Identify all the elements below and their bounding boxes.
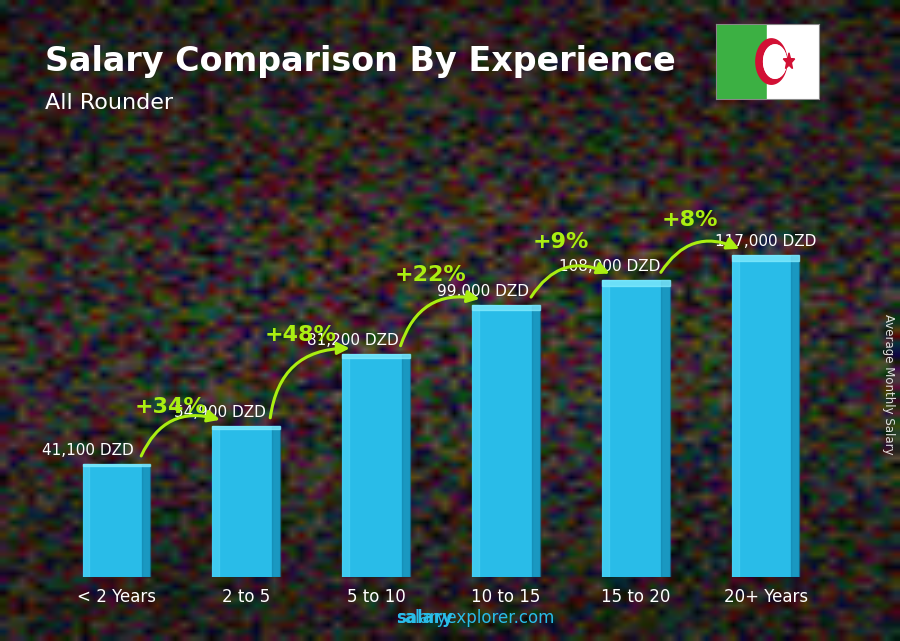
FancyArrowPatch shape [661,239,736,272]
Text: 117,000 DZD: 117,000 DZD [715,235,816,249]
Bar [472,305,540,577]
Text: +8%: +8% [662,210,718,229]
Bar [83,464,150,577]
FancyArrowPatch shape [531,263,607,297]
Text: 81,200 DZD: 81,200 DZD [307,333,399,348]
Bar [716,24,767,99]
Text: Average Monthly Salary: Average Monthly Salary [882,314,895,455]
Text: 41,100 DZD: 41,100 DZD [42,443,134,458]
Bar [342,354,410,577]
Text: +22%: +22% [395,265,466,285]
Bar [732,256,739,577]
Text: +9%: +9% [532,232,589,252]
Bar [272,426,280,577]
Polygon shape [783,53,795,69]
Bar [212,426,220,577]
Bar [401,354,410,577]
Bar [602,280,670,577]
Text: salary: salary [396,609,453,627]
Bar [83,464,89,577]
Text: Salary Comparison By Experience: Salary Comparison By Experience [45,45,676,78]
FancyArrowPatch shape [270,344,346,418]
Text: 54,900 DZD: 54,900 DZD [175,405,266,420]
Text: 99,000 DZD: 99,000 DZD [436,284,528,299]
Polygon shape [756,39,787,84]
FancyArrowPatch shape [141,412,217,456]
Bar [602,280,608,577]
Bar [142,464,150,577]
Bar [791,256,799,577]
Bar [732,256,799,262]
Bar [472,305,540,310]
Text: salaryexplorer.com: salaryexplorer.com [396,609,554,627]
Text: +48%: +48% [265,325,337,345]
Bar [83,464,150,466]
Text: +34%: +34% [135,397,207,417]
Text: All Rounder: All Rounder [45,93,173,113]
Bar [662,280,670,577]
Bar [532,305,540,577]
Bar [212,426,280,577]
Bar [342,354,410,358]
Bar [342,354,349,577]
Bar [212,426,280,429]
Bar [602,280,670,285]
Polygon shape [763,45,787,78]
Bar [472,305,479,577]
FancyArrowPatch shape [400,292,476,345]
Text: 108,000 DZD: 108,000 DZD [559,259,661,274]
Bar [767,24,819,99]
Polygon shape [763,45,787,78]
Bar [732,256,799,577]
